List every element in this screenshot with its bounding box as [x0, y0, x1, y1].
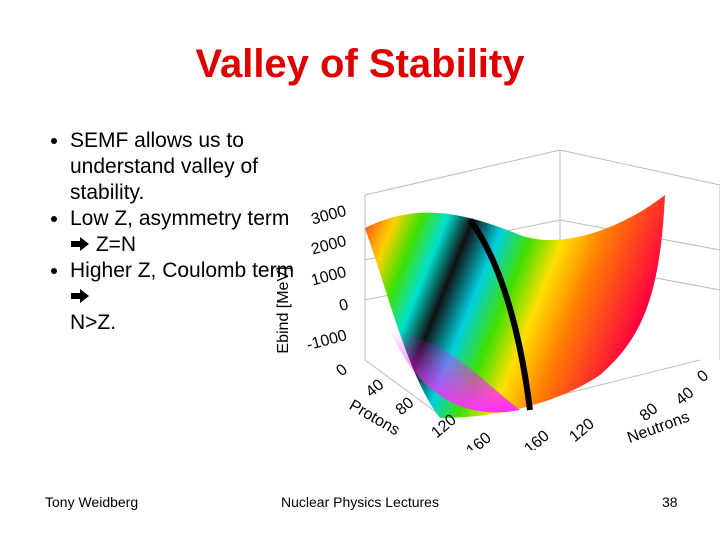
neutrons-tick-label: 160: [521, 427, 552, 450]
surface: [365, 195, 665, 418]
bullet-result: Z=N: [95, 233, 137, 256]
protons-axis-label: Protons: [346, 397, 402, 439]
z-tick-label: 2000: [309, 233, 348, 259]
bullet: Higher Z, Coulomb term N>Z.: [70, 258, 310, 336]
footer-author: Tony Weidberg: [45, 494, 139, 510]
valley-line: [467, 218, 533, 411]
protons-tick-label: 0: [333, 361, 351, 380]
bullet-result: N>Z.: [70, 311, 117, 334]
bullet: SEMF allows us to understand valley of s…: [70, 128, 310, 206]
slide-title: Valley of Stability: [195, 42, 525, 86]
arrow-icon: [71, 237, 89, 251]
bullet-list: SEMF allows us to understand valley of s…: [28, 128, 310, 336]
protons-tick-label: 80: [393, 394, 418, 419]
footer-course: Nuclear Physics Lectures: [281, 494, 439, 510]
bullet: Low Z, asymmetry term Z=N: [70, 206, 310, 258]
page-number: 38: [662, 494, 678, 510]
z-axis-label: Ebind [MeV]: [275, 266, 292, 353]
surface-shade: [390, 330, 520, 413]
z-tick-label: 3000: [309, 203, 348, 229]
bullet-text: Higher Z, Coulomb term: [70, 259, 295, 282]
protons-tick-label: 160: [463, 429, 494, 450]
z-tick-label: 1000: [309, 264, 348, 290]
z-tick-label: 0: [337, 296, 350, 315]
z-tick-label: -1000: [305, 327, 349, 354]
neutrons-tick-label: 0: [694, 367, 712, 386]
bullet-text: SEMF allows us to understand valley of s…: [70, 129, 258, 204]
neutrons-tick-label: 40: [673, 384, 698, 409]
protons-tick-label: 40: [363, 376, 388, 401]
bullet-text: Low Z, asymmetry term: [70, 207, 290, 230]
arrow-icon: [71, 289, 89, 303]
neutrons-tick-label: 120: [566, 415, 597, 445]
